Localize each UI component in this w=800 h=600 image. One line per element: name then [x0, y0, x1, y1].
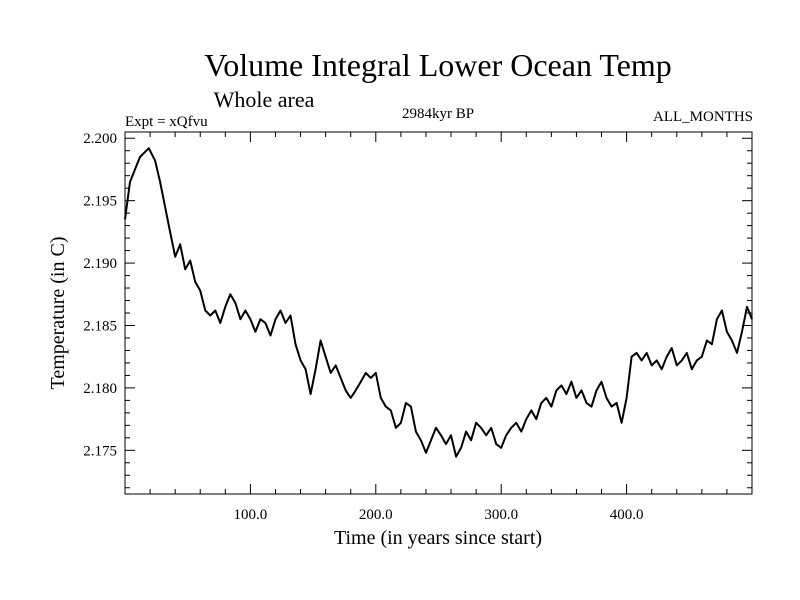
- experiment-label: Expt = xQfvu: [125, 114, 208, 130]
- months-label: ALL_MONTHS: [653, 109, 753, 125]
- y-tick-label: 2.185: [83, 318, 117, 334]
- y-tick-label: 2.200: [83, 131, 117, 147]
- x-tick-label: 100.0: [234, 507, 268, 523]
- period-label: 2984kyr BP: [402, 106, 474, 122]
- y-axis-ticks: [125, 137, 752, 489]
- x-tick-label: 200.0: [359, 507, 393, 523]
- plot-frame: [124, 131, 753, 495]
- y-axis-tick-labels: 2.175 2.180 2.185 2.190 2.195 2.200: [83, 131, 117, 459]
- x-tick-label: 400.0: [610, 507, 644, 523]
- y-tick-label: 2.195: [83, 194, 117, 210]
- y-tick-label: 2.175: [83, 443, 117, 459]
- x-axis-label: Time (in years since start): [334, 527, 542, 549]
- y-tick-label: 2.190: [83, 256, 117, 272]
- y-tick-label: 2.180: [83, 381, 117, 397]
- y-axis-label: Temperature (in C): [47, 237, 69, 390]
- x-axis-tick-labels: 100.0 200.0 300.0 400.0: [234, 507, 644, 523]
- chart-subtitle: Whole area: [214, 87, 315, 112]
- chart-title: Volume Integral Lower Ocean Temp: [204, 47, 672, 83]
- x-axis-ticks: [149, 132, 728, 494]
- temperature-series-line: [124, 147, 753, 458]
- x-tick-label: 300.0: [484, 507, 518, 523]
